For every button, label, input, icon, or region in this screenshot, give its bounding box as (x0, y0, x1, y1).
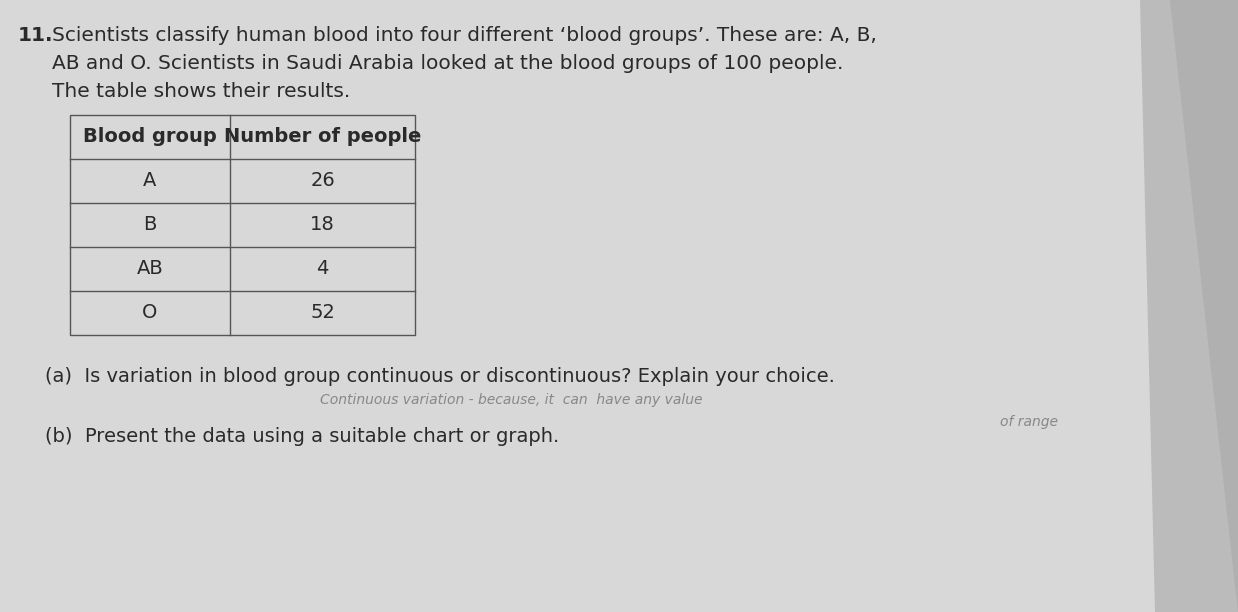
Text: Number of people: Number of people (224, 127, 421, 146)
Bar (71, 115, 415, 335)
Text: Continuous variation - because, it  can  have any value: Continuous variation - because, it can h… (319, 393, 702, 407)
Text: The table shows their results.: The table shows their results. (52, 82, 350, 101)
Text: 4: 4 (317, 259, 328, 278)
Text: AB: AB (136, 259, 163, 278)
Text: Blood group: Blood group (83, 127, 217, 146)
Text: A: A (144, 171, 157, 190)
Text: of range: of range (1000, 415, 1058, 429)
Text: O: O (142, 304, 157, 323)
Text: 11.: 11. (19, 26, 53, 45)
Text: (b)  Present the data using a suitable chart or graph.: (b) Present the data using a suitable ch… (45, 427, 560, 446)
Text: 52: 52 (310, 304, 335, 323)
Text: 26: 26 (311, 171, 334, 190)
Bar (1155, 0, 1238, 612)
Text: (a)  Is variation in blood group continuous or discontinuous? Explain your choic: (a) Is variation in blood group continuo… (45, 367, 834, 386)
Text: AB and O. Scientists in Saudi Arabia looked at the blood groups of 100 people.: AB and O. Scientists in Saudi Arabia loo… (52, 54, 843, 73)
Text: 18: 18 (311, 215, 334, 234)
Text: Scientists classify human blood into four different ‘blood groups’. These are: A: Scientists classify human blood into fou… (52, 26, 877, 45)
Text: B: B (144, 215, 157, 234)
Polygon shape (1140, 0, 1238, 612)
